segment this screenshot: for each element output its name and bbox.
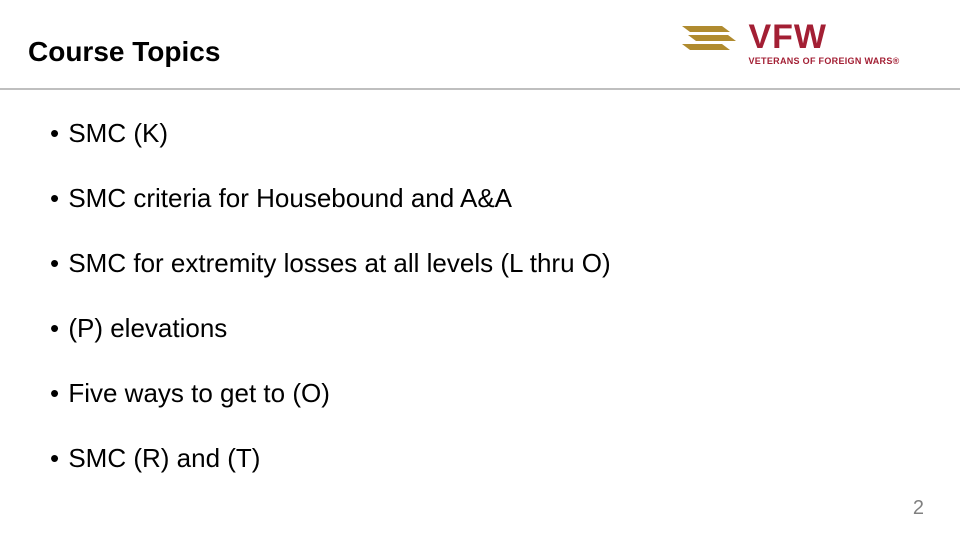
bullet-text: SMC (R) and (T): [68, 443, 260, 473]
bullet-text: SMC criteria for Housebound and A&A: [68, 183, 512, 213]
logo-vfw: VFW: [748, 20, 899, 54]
bullet-dot: •: [50, 248, 59, 278]
bullet-text: SMC for extremity losses at all levels (…: [68, 248, 610, 278]
bullet-text: (P) elevations: [68, 313, 227, 343]
bullet-dot: •: [50, 183, 59, 213]
vfw-logo: VFW VETERANS OF FOREIGN WARS®: [682, 20, 932, 76]
logo-tagline: VETERANS OF FOREIGN WARS®: [748, 56, 899, 66]
list-item: • SMC criteria for Housebound and A&A: [50, 183, 910, 214]
list-item: • SMC for extremity losses at all levels…: [50, 248, 910, 279]
list-item: • SMC (K): [50, 118, 910, 149]
bullet-text: SMC (K): [68, 118, 168, 148]
bullet-dot: •: [50, 118, 59, 148]
list-item: • (P) elevations: [50, 313, 910, 344]
list-item: • SMC (R) and (T): [50, 443, 910, 474]
logo-stripes-icon: [682, 26, 738, 61]
bullet-dot: •: [50, 378, 59, 408]
logo-text: VFW VETERANS OF FOREIGN WARS®: [748, 20, 899, 66]
bullet-dot: •: [50, 313, 59, 343]
page-number: 2: [913, 497, 924, 520]
header: Course Topics VFW VETERANS OF FOREIGN WA…: [0, 0, 960, 90]
slide-title: Course Topics: [28, 36, 220, 68]
bullet-dot: •: [50, 443, 59, 473]
list-item: • Five ways to get to (O): [50, 378, 910, 409]
content-area: • SMC (K) • SMC criteria for Housebound …: [0, 90, 960, 474]
slide: Course Topics VFW VETERANS OF FOREIGN WA…: [0, 0, 960, 540]
bullet-text: Five ways to get to (O): [68, 378, 330, 408]
